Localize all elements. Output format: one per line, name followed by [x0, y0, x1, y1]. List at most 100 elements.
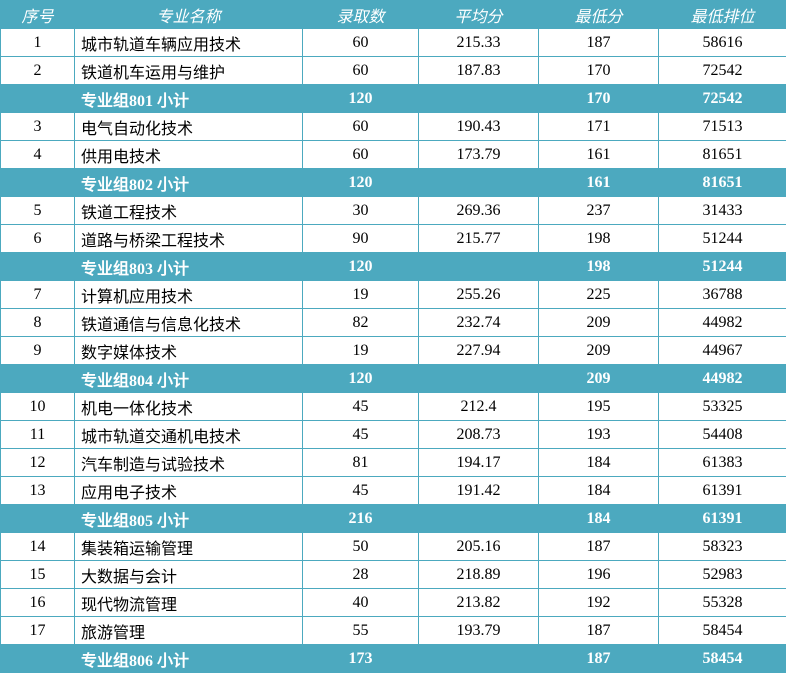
- cell-min: 171: [539, 113, 659, 141]
- cell-seq: 9: [1, 337, 75, 365]
- table-row: 14集装箱运输管理50205.1618758323: [1, 533, 786, 561]
- table-row: 7计算机应用技术19255.2622536788: [1, 281, 786, 309]
- cell-name: 供用电技术: [75, 141, 303, 169]
- cell-name: 城市轨道交通机电技术: [75, 421, 303, 449]
- cell-min: 209: [539, 365, 659, 393]
- cell-name: 电气自动化技术: [75, 113, 303, 141]
- table-row: 11城市轨道交通机电技术45208.7319354408: [1, 421, 786, 449]
- table-row: 15大数据与会计28218.8919652983: [1, 561, 786, 589]
- cell-name: 铁道机车运用与维护: [75, 57, 303, 85]
- cell-count: 81: [303, 449, 419, 477]
- cell-min: 193: [539, 421, 659, 449]
- col-count: 录取数: [303, 1, 419, 29]
- cell-seq: 7: [1, 281, 75, 309]
- cell-rank: 72542: [659, 85, 786, 113]
- cell-name: 现代物流管理: [75, 589, 303, 617]
- table-row: 17旅游管理55193.7918758454: [1, 617, 786, 645]
- cell-count: 60: [303, 141, 419, 169]
- cell-rank: 44967: [659, 337, 786, 365]
- cell-seq: 17: [1, 617, 75, 645]
- cell-avg: [419, 253, 539, 281]
- cell-rank: 71513: [659, 113, 786, 141]
- cell-avg: [419, 85, 539, 113]
- cell-seq: 5: [1, 197, 75, 225]
- cell-count: 28: [303, 561, 419, 589]
- subtotal-row: 专业组801 小计120 17072542: [1, 85, 786, 113]
- cell-min: 187: [539, 645, 659, 673]
- cell-min: 170: [539, 57, 659, 85]
- cell-min: 170: [539, 85, 659, 113]
- cell-name: 道路与桥梁工程技术: [75, 225, 303, 253]
- cell-min: 198: [539, 253, 659, 281]
- cell-name: 专业组801 小计: [75, 85, 303, 113]
- cell-avg: 191.42: [419, 477, 539, 505]
- cell-min: 237: [539, 197, 659, 225]
- col-min: 最低分: [539, 1, 659, 29]
- table-row: 8铁道通信与信息化技术82232.7420944982: [1, 309, 786, 337]
- admission-table: 序号 专业名称 录取数 平均分 最低分 最低排位 1城市轨道车辆应用技术6021…: [0, 0, 786, 673]
- subtotal-row: 专业组802 小计12016181651: [1, 169, 786, 197]
- cell-min: 184: [539, 505, 659, 533]
- cell-seq: 14: [1, 533, 75, 561]
- cell-avg: 194.17: [419, 449, 539, 477]
- cell-seq: 8: [1, 309, 75, 337]
- cell-avg: 227.94: [419, 337, 539, 365]
- cell-rank: 61383: [659, 449, 786, 477]
- cell-avg: 232.74: [419, 309, 539, 337]
- col-name: 专业名称: [75, 1, 303, 29]
- subtotal-row: 专业组803 小计12019851244: [1, 253, 786, 281]
- table-row: 2铁道机车运用与维护60187.8317072542: [1, 57, 786, 85]
- cell-name: 铁道工程技术: [75, 197, 303, 225]
- cell-name: 机电一体化技术: [75, 393, 303, 421]
- cell-rank: 52983: [659, 561, 786, 589]
- cell-rank: 61391: [659, 505, 786, 533]
- cell-count: 60: [303, 57, 419, 85]
- cell-min: 187: [539, 29, 659, 57]
- cell-min: 184: [539, 477, 659, 505]
- cell-rank: 31433: [659, 197, 786, 225]
- cell-name: 铁道通信与信息化技术: [75, 309, 303, 337]
- cell-count: 120: [303, 85, 419, 113]
- cell-rank: 61391: [659, 477, 786, 505]
- cell-seq: 11: [1, 421, 75, 449]
- col-rank: 最低排位: [659, 1, 786, 29]
- cell-min: 196: [539, 561, 659, 589]
- cell-min: 187: [539, 617, 659, 645]
- cell-count: 60: [303, 29, 419, 57]
- cell-count: 82: [303, 309, 419, 337]
- table-row: 12汽车制造与试验技术81194.1718461383: [1, 449, 786, 477]
- cell-rank: 53325: [659, 393, 786, 421]
- cell-rank: 58323: [659, 533, 786, 561]
- cell-avg: 213.82: [419, 589, 539, 617]
- cell-name: 专业组803 小计: [75, 253, 303, 281]
- cell-rank: 81651: [659, 141, 786, 169]
- cell-avg: [419, 365, 539, 393]
- cell-seq: 15: [1, 561, 75, 589]
- cell-avg: 187.83: [419, 57, 539, 85]
- cell-count: 55: [303, 617, 419, 645]
- cell-min: 192: [539, 589, 659, 617]
- cell-seq: 13: [1, 477, 75, 505]
- cell-rank: 58454: [659, 617, 786, 645]
- col-avg: 平均分: [419, 1, 539, 29]
- col-seq: 序号: [1, 1, 75, 29]
- cell-name: 汽车制造与试验技术: [75, 449, 303, 477]
- cell-count: 45: [303, 421, 419, 449]
- cell-min: 195: [539, 393, 659, 421]
- cell-min: 161: [539, 169, 659, 197]
- cell-min: 184: [539, 449, 659, 477]
- cell-seq: 10: [1, 393, 75, 421]
- table-row: 5铁道工程技术30269.3623731433: [1, 197, 786, 225]
- cell-count: 45: [303, 477, 419, 505]
- cell-seq: 2: [1, 57, 75, 85]
- cell-rank: 54408: [659, 421, 786, 449]
- cell-name: 旅游管理: [75, 617, 303, 645]
- cell-name: 专业组802 小计: [75, 169, 303, 197]
- cell-name: 应用电子技术: [75, 477, 303, 505]
- cell-min: 161: [539, 141, 659, 169]
- cell-avg: 215.33: [419, 29, 539, 57]
- cell-rank: 55328: [659, 589, 786, 617]
- cell-count: 40: [303, 589, 419, 617]
- cell-avg: 173.79: [419, 141, 539, 169]
- cell-seq: [1, 645, 75, 673]
